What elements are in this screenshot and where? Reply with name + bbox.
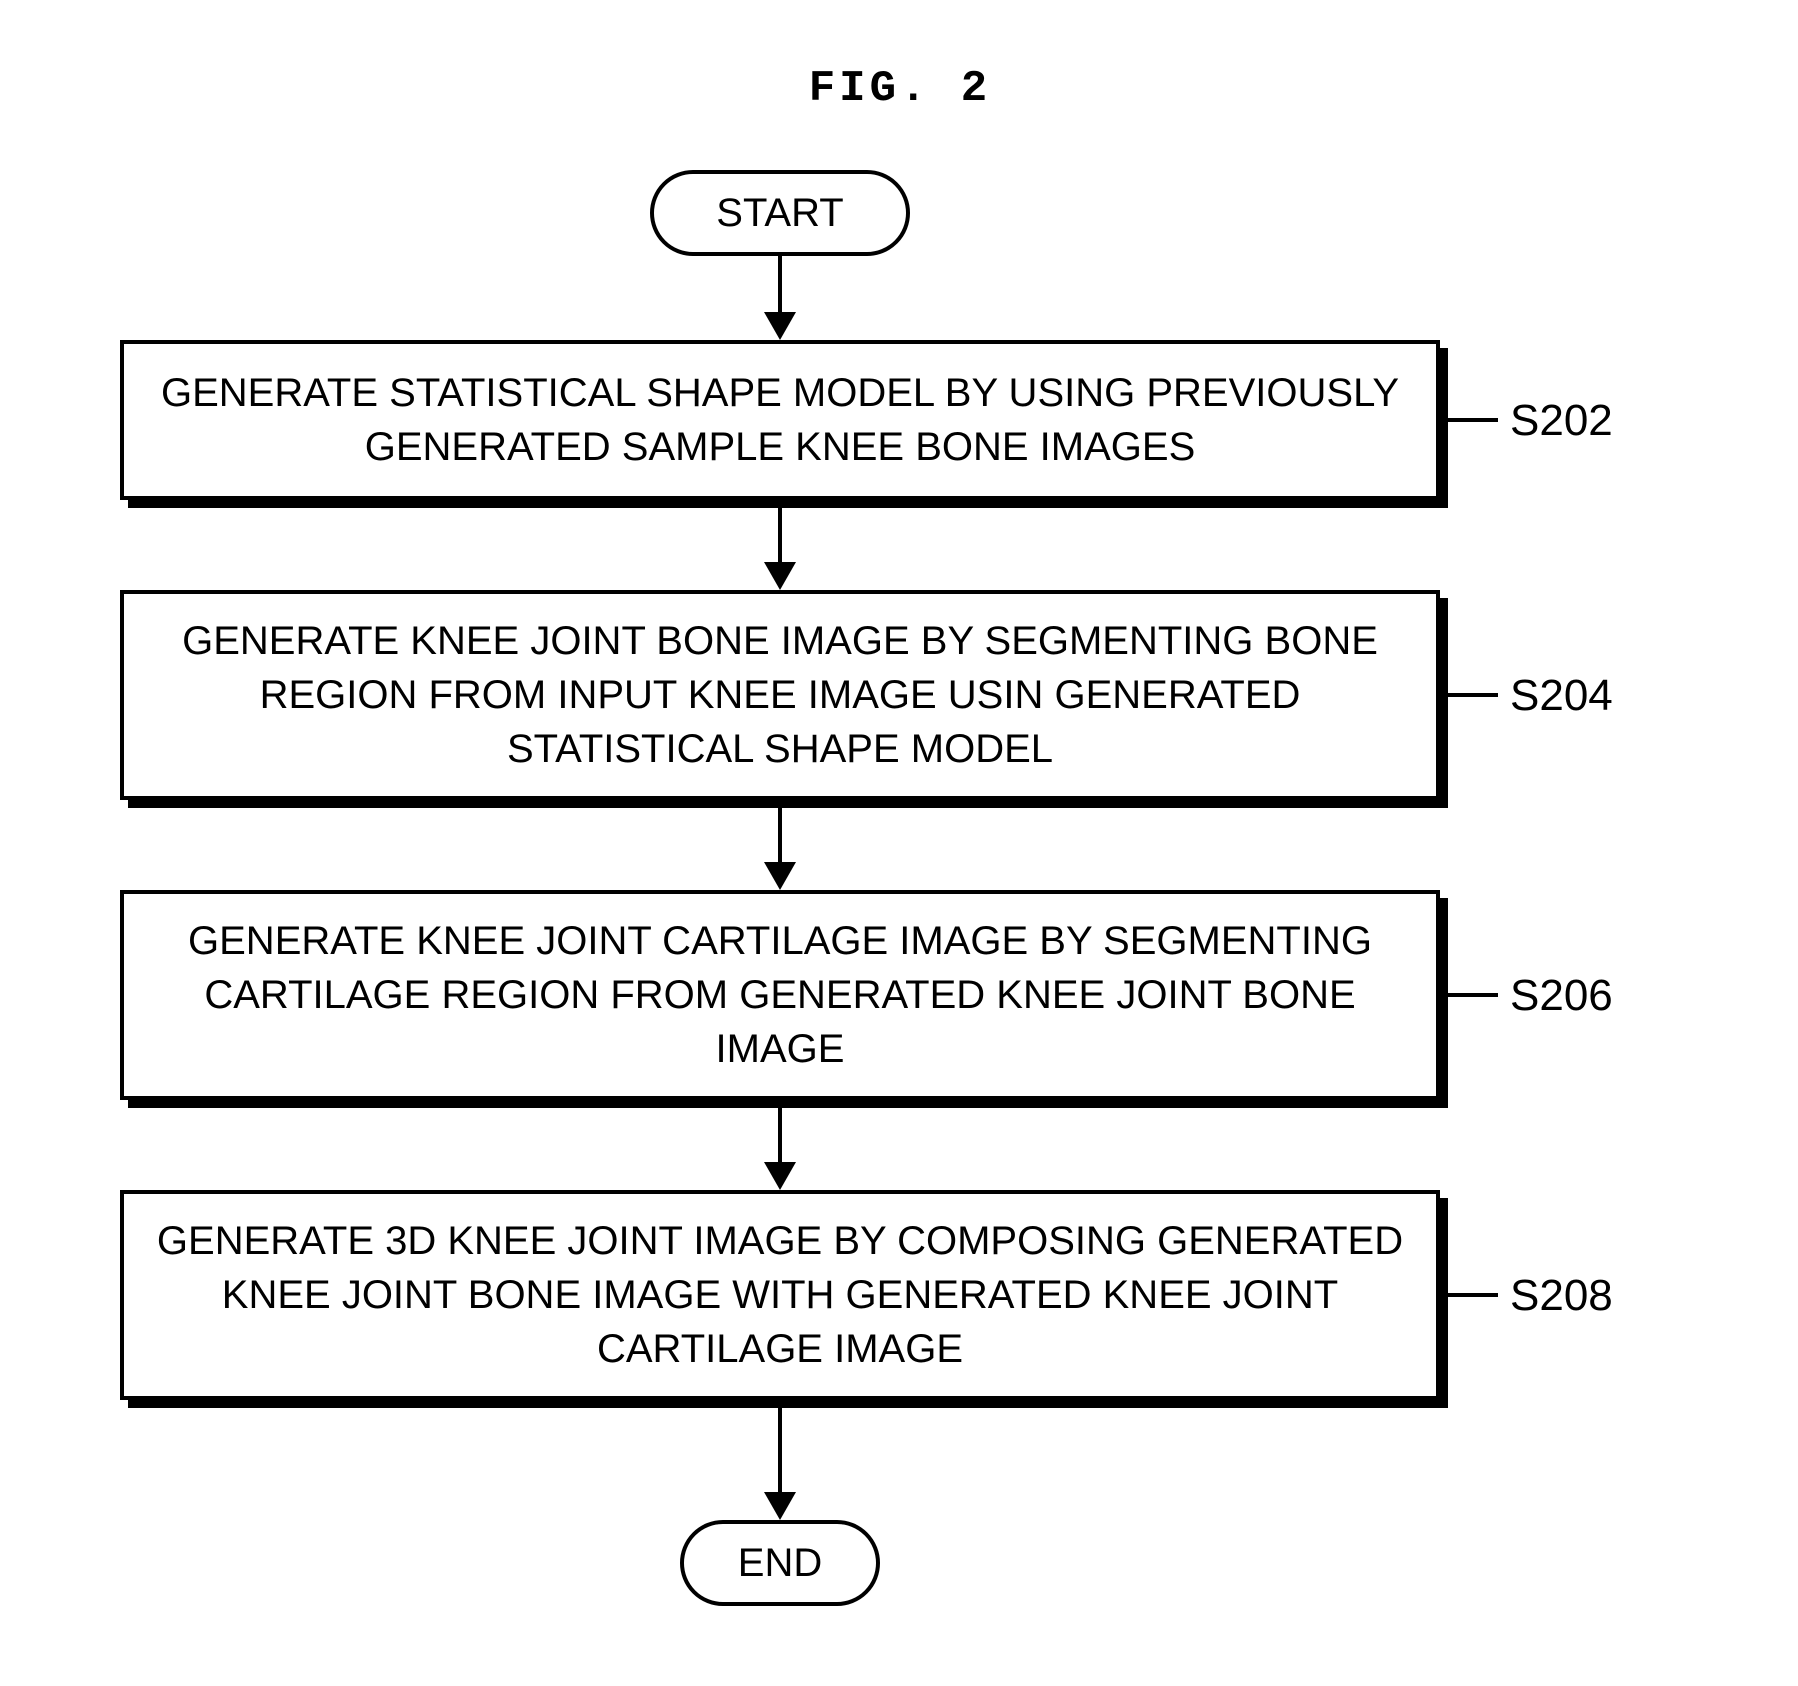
process-text: GENERATE STATISTICAL SHAPE MODEL BY USIN…	[154, 366, 1406, 474]
connector-tick	[1448, 1293, 1498, 1297]
step-id-label: S202	[1510, 396, 1613, 446]
start-label: START	[716, 191, 843, 236]
process-box: GENERATE KNEE JOINT CARTILAGE IMAGE BY S…	[120, 890, 1440, 1100]
arrow-head-icon	[764, 562, 796, 590]
end-label: END	[738, 1541, 822, 1586]
arrow-head-icon	[764, 1162, 796, 1190]
start-terminator: START	[650, 170, 910, 256]
step-id-label: S206	[1510, 971, 1613, 1021]
arrow-head-icon	[764, 1492, 796, 1520]
arrow-line	[778, 508, 782, 566]
process-box: GENERATE 3D KNEE JOINT IMAGE BY COMPOSIN…	[120, 1190, 1440, 1400]
process-box: GENERATE KNEE JOINT BONE IMAGE BY SEGMEN…	[120, 590, 1440, 800]
arrow-line	[778, 256, 782, 316]
process-s204: GENERATE KNEE JOINT BONE IMAGE BY SEGMEN…	[120, 590, 1440, 800]
arrow-head-icon	[764, 862, 796, 890]
connector-tick	[1448, 693, 1498, 697]
arrow-line	[778, 808, 782, 866]
arrow-line	[778, 1408, 782, 1496]
process-text: GENERATE KNEE JOINT BONE IMAGE BY SEGMEN…	[154, 614, 1406, 776]
flowchart-canvas: FIG. 2 START GENERATE STATISTICAL SHAPE …	[0, 0, 1798, 1686]
process-text: GENERATE 3D KNEE JOINT IMAGE BY COMPOSIN…	[154, 1214, 1406, 1376]
process-text: GENERATE KNEE JOINT CARTILAGE IMAGE BY S…	[154, 914, 1406, 1076]
process-s202: GENERATE STATISTICAL SHAPE MODEL BY USIN…	[120, 340, 1440, 500]
connector-tick	[1448, 993, 1498, 997]
process-s208: GENERATE 3D KNEE JOINT IMAGE BY COMPOSIN…	[120, 1190, 1440, 1400]
process-box: GENERATE STATISTICAL SHAPE MODEL BY USIN…	[120, 340, 1440, 500]
arrow-head-icon	[764, 312, 796, 340]
end-terminator: END	[680, 1520, 880, 1606]
process-s206: GENERATE KNEE JOINT CARTILAGE IMAGE BY S…	[120, 890, 1440, 1100]
connector-tick	[1448, 418, 1498, 422]
step-id-label: S208	[1510, 1271, 1613, 1321]
arrow-line	[778, 1108, 782, 1166]
step-id-label: S204	[1510, 671, 1613, 721]
figure-title: FIG. 2	[740, 64, 1060, 114]
